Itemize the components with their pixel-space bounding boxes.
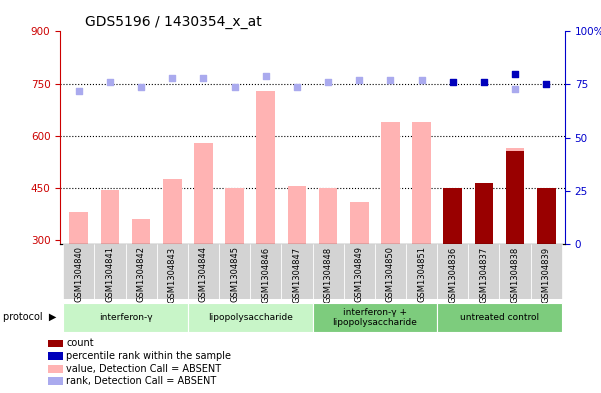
Text: percentile rank within the sample: percentile rank within the sample — [66, 351, 231, 361]
Point — [323, 79, 333, 86]
Bar — [63, 244, 94, 299]
Bar — [375, 244, 406, 299]
Point — [479, 79, 489, 86]
Bar — [194, 143, 213, 244]
Bar — [505, 148, 525, 244]
Bar — [437, 244, 468, 299]
Bar — [437, 303, 562, 332]
Bar — [225, 188, 244, 244]
Bar — [188, 244, 219, 299]
Text: GSM1304847: GSM1304847 — [293, 246, 302, 303]
Text: value, Detection Call = ABSENT: value, Detection Call = ABSENT — [66, 364, 221, 374]
Point — [510, 71, 520, 77]
Point — [542, 81, 551, 88]
Bar — [70, 212, 88, 244]
Bar — [288, 186, 307, 244]
Text: GSM1304851: GSM1304851 — [417, 246, 426, 302]
Bar — [444, 188, 462, 244]
Bar — [188, 303, 313, 332]
Point — [199, 75, 209, 81]
Text: GSM1304836: GSM1304836 — [448, 246, 457, 303]
Text: count: count — [66, 338, 94, 349]
Bar — [475, 183, 493, 244]
Point — [74, 88, 84, 94]
Bar — [257, 90, 275, 244]
Bar — [281, 244, 313, 299]
Bar — [132, 219, 150, 244]
Bar — [100, 190, 120, 244]
Bar — [63, 303, 188, 332]
Text: protocol  ▶: protocol ▶ — [3, 312, 56, 322]
Bar — [219, 244, 250, 299]
Text: GSM1304848: GSM1304848 — [323, 246, 332, 303]
Point — [292, 83, 302, 90]
Point — [355, 77, 364, 83]
Bar — [319, 188, 337, 244]
Point — [168, 75, 177, 81]
Text: lipopolysaccharide: lipopolysaccharide — [208, 313, 293, 322]
Bar — [350, 202, 368, 244]
Text: interferon-γ: interferon-γ — [99, 313, 153, 322]
Bar — [499, 244, 531, 299]
Point — [105, 79, 115, 86]
Text: GSM1304845: GSM1304845 — [230, 246, 239, 302]
Point — [510, 86, 520, 92]
Bar — [537, 188, 555, 244]
Text: untreated control: untreated control — [460, 313, 539, 322]
Bar — [412, 122, 431, 244]
Bar — [94, 244, 126, 299]
Text: GSM1304841: GSM1304841 — [105, 246, 114, 302]
Bar — [381, 122, 400, 244]
Text: GSM1304838: GSM1304838 — [511, 246, 520, 303]
Bar — [468, 244, 499, 299]
Bar — [406, 244, 437, 299]
Text: GDS5196 / 1430354_x_at: GDS5196 / 1430354_x_at — [85, 15, 262, 29]
Text: GSM1304839: GSM1304839 — [542, 246, 551, 303]
Point — [448, 79, 457, 86]
Text: GSM1304846: GSM1304846 — [261, 246, 270, 303]
Bar — [250, 244, 281, 299]
Text: GSM1304850: GSM1304850 — [386, 246, 395, 302]
Text: interferon-γ +
lipopolysaccharide: interferon-γ + lipopolysaccharide — [332, 308, 417, 327]
Bar — [313, 244, 344, 299]
Text: GSM1304842: GSM1304842 — [136, 246, 145, 302]
Text: GSM1304840: GSM1304840 — [75, 246, 84, 302]
Point — [261, 73, 270, 79]
Bar — [313, 303, 437, 332]
Bar — [126, 244, 157, 299]
Bar — [531, 244, 562, 299]
Text: GSM1304843: GSM1304843 — [168, 246, 177, 303]
Bar — [163, 179, 182, 244]
Bar — [505, 151, 525, 244]
Point — [230, 83, 239, 90]
Bar — [344, 244, 375, 299]
Text: GSM1304837: GSM1304837 — [480, 246, 489, 303]
Bar — [157, 244, 188, 299]
Point — [136, 83, 146, 90]
Point — [386, 77, 395, 83]
Text: rank, Detection Call = ABSENT: rank, Detection Call = ABSENT — [66, 376, 216, 386]
Text: GSM1304844: GSM1304844 — [199, 246, 208, 302]
Point — [416, 77, 426, 83]
Text: GSM1304849: GSM1304849 — [355, 246, 364, 302]
